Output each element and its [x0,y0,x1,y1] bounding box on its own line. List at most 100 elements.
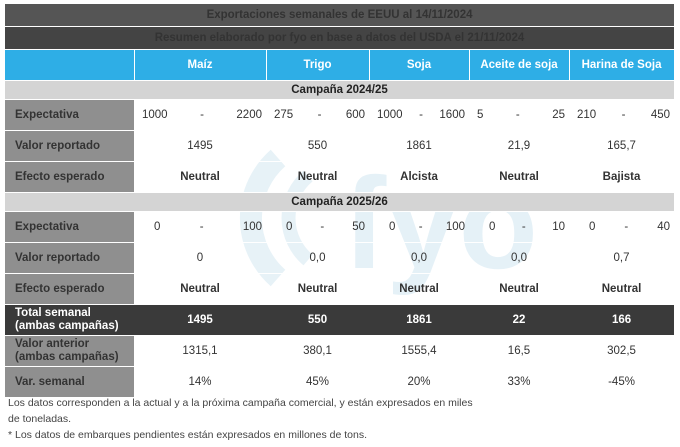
range-low: 0 [589,221,596,233]
effect-badge: Neutral [469,273,569,305]
total-value: 1861 [369,304,469,336]
table-subtitle: Resumen elaborado por fyo en base a dato… [5,26,675,50]
range-low: 0 [389,221,396,233]
range-high: 50 [352,221,365,233]
range-low: 1000 [142,109,168,121]
range-low: 1000 [377,109,403,121]
range-dash: - [199,221,204,233]
cell-value: 16,5 [469,335,569,367]
range-high: 600 [345,109,365,121]
cell-value: 302,5 [569,335,675,367]
total-row: Total semanal (ambas campañas) 1495 550 1… [5,304,675,336]
range-high: 450 [650,109,671,121]
row-label-valor: Valor reportado [5,242,134,274]
table-row: Valor reportado 1495 550 1861 21,9 165,7 [5,130,675,162]
cell-value: 1315,1 [134,335,266,367]
effect-badge: Neutral [266,273,369,305]
row-label-var: Var. semanal [5,366,134,398]
cell-value: 1555,4 [369,335,469,367]
table-row: Expectativa 1000-2200 275-600 1000-1600 … [5,99,675,131]
cell-value: 0 [134,242,266,274]
effect-badge: Neutral [369,273,469,305]
table-row: Efecto esperado Neutral Neutral Neutral … [5,273,675,305]
range-dash: - [515,109,520,121]
row-label-efecto: Efecto esperado [5,161,134,193]
row-label-valor: Valor reportado [5,130,134,162]
table-row: Efecto esperado Neutral Neutral Alcista … [5,161,675,193]
total-value: 166 [569,304,675,336]
cell-value: 33% [469,366,569,398]
total-value: 550 [266,304,369,336]
effect-badge: Neutral [569,273,675,305]
header-blank [5,49,135,81]
range-low: 0 [489,221,496,233]
cell-value: 20% [369,366,469,398]
cell-value: 0,7 [569,242,675,274]
cell-value: 1495 [134,130,266,162]
range-dash: - [521,221,526,233]
total-value: 1495 [134,304,266,336]
range-dash: - [624,221,629,233]
cell-value: 0,0 [469,242,569,274]
range-low: 0 [154,221,161,233]
anterior-label-line1: Valor anterior [15,338,90,350]
cell-value: 165,7 [569,130,675,162]
range-low: 0 [286,221,293,233]
cell-value: 550 [266,130,369,162]
row-label-anterior: Valor anterior (ambas campañas) [5,335,134,367]
cell-value: 0,0 [266,242,369,274]
effect-badge: Neutral [134,273,266,305]
range-high: 25 [552,109,565,121]
header-harina: Harina de Soja [569,49,675,81]
effect-badge: Neutral [469,161,569,193]
footnotes: Los datos corresponden a la actual y a l… [8,395,478,443]
campaign-label-1: Campaña 2024/25 [5,80,675,100]
table-row: Valor anterior (ambas campañas) 1315,1 38… [5,335,675,367]
range-high: 10 [552,221,565,233]
footnote-1: Los datos corresponden a la actual y a l… [8,397,473,425]
cell-value: 0,0 [369,242,469,274]
total-value: 22 [469,304,569,336]
cell-value: -45% [569,366,675,398]
range-dash: - [419,109,423,121]
range-dash: - [621,109,626,121]
range-low: 275 [274,109,294,121]
header-maiz: Maíz [134,49,267,81]
cell-value: 45% [266,366,369,398]
range-high: 1600 [439,109,465,121]
total-label-line1: Total semanal [15,307,91,319]
range-dash: - [317,109,322,121]
exports-table: Exportaciones semanales de EEUU al 14/11… [5,4,675,398]
cell-value: 21,9 [469,130,569,162]
column-header-row: Maíz Trigo Soja Aceite de soja Harina de… [5,49,675,81]
table-title: Exportaciones semanales de EEUU al 14/11… [5,4,675,27]
effect-badge: Neutral [134,161,266,193]
header-aceite: Aceite de soja [469,49,570,81]
range-high: 2200 [236,109,262,121]
effect-badge: Alcista [369,161,469,193]
range-low: 210 [577,109,597,121]
campaign-label-2: Campaña 2025/26 [5,192,675,212]
header-soja: Soja [369,49,470,81]
header-trigo: Trigo [266,49,370,81]
range-low: 5 [477,109,484,121]
row-label-efecto: Efecto esperado [5,273,134,305]
table-row: Valor reportado 0 0,0 0,0 0,0 0,7 [5,242,675,274]
range-high: 100 [242,221,262,233]
anterior-label-line2: (ambas campañas) [15,351,119,363]
row-label-expectativa: Expectativa [5,99,134,131]
cell-value: 1861 [369,130,469,162]
table-row: Var. semanal 14% 45% 20% 33% -45% [5,366,675,398]
range-dash: - [200,109,204,121]
table-row: Expectativa 0 - 100 0 - 50 0 - 100 0 - 10 0 - 40 [5,211,675,243]
row-label-expectativa: Expectativa [5,211,134,243]
effect-badge: Bajista [569,161,675,193]
range-high: 40 [657,221,671,233]
footnote-2: * Los datos de embarques pendientes está… [8,429,367,441]
range-dash: - [320,221,325,233]
range-dash: - [418,221,423,233]
row-label-total: Total semanal (ambas campañas) [5,304,134,336]
cell-value: 14% [134,366,266,398]
total-label-line2: (ambas campañas) [15,320,119,332]
range-high: 100 [445,221,465,233]
